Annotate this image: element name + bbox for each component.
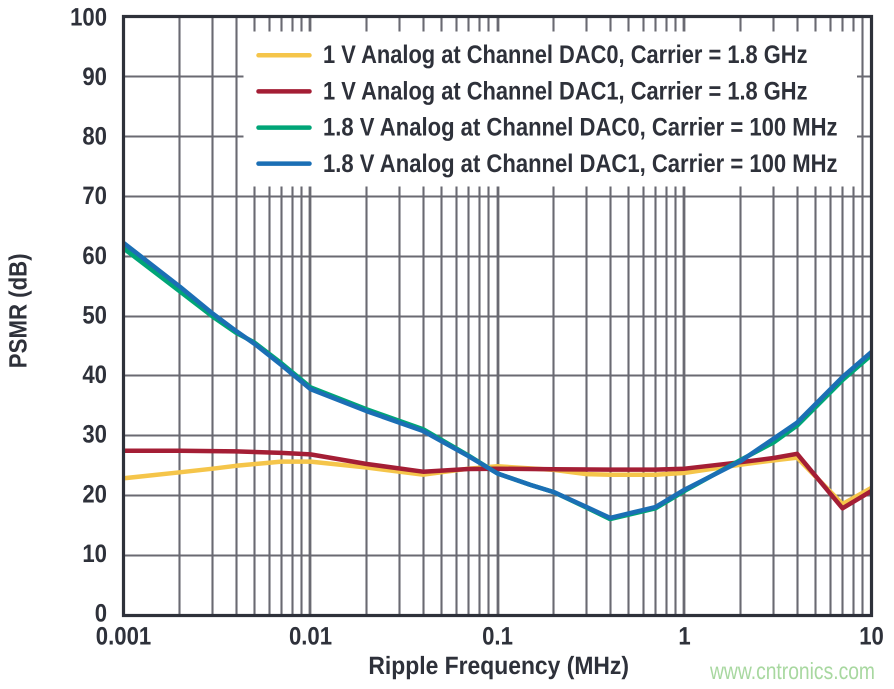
svg-text:PSMR (dB): PSMR (dB) [5,253,33,368]
svg-text:30: 30 [82,421,107,449]
svg-text:50: 50 [82,302,107,330]
svg-text:0.001: 0.001 [96,623,151,651]
svg-text:0.1: 0.1 [482,623,513,651]
svg-text:10: 10 [859,623,884,651]
svg-text:1.8 V Analog at Channel DAC1,: 1.8 V Analog at Channel DAC1, Carrier = … [323,150,838,178]
svg-text:10: 10 [82,540,107,568]
svg-text:1 V Analog at Channel DAC1, Ca: 1 V Analog at Channel DAC1, Carrier = 1.… [323,77,808,105]
svg-text:80: 80 [82,123,107,151]
svg-text:40: 40 [82,361,107,389]
svg-text:100: 100 [70,3,107,31]
svg-text:0.01: 0.01 [289,623,332,651]
svg-text:0: 0 [95,600,107,628]
svg-text:1 V Analog at Channel DAC0, Ca: 1 V Analog at Channel DAC0, Carrier = 1.… [323,41,808,69]
svg-text:1: 1 [678,623,690,651]
svg-text:Ripple Frequency (MHz): Ripple Frequency (MHz) [368,652,629,680]
svg-text:20: 20 [82,480,107,508]
svg-text:60: 60 [82,242,107,270]
svg-text:90: 90 [82,63,107,91]
svg-text:70: 70 [82,182,107,210]
svg-text:www.cntronics.com: www.cntronics.com [709,658,875,684]
svg-text:1.8 V Analog at Channel DAC0,: 1.8 V Analog at Channel DAC0, Carrier = … [323,114,838,142]
